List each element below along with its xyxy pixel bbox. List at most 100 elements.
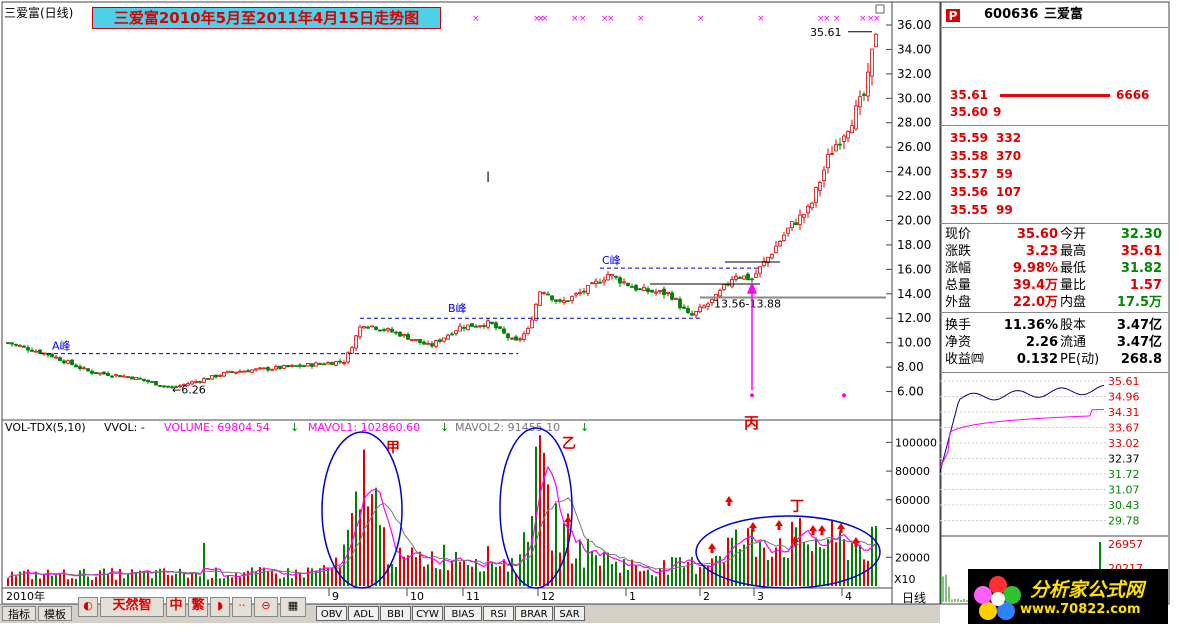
down-arrow-icon: ↓ xyxy=(290,421,299,434)
candle xyxy=(270,368,274,371)
up-arrow-icon xyxy=(708,543,716,549)
stat-label: 涨幅 xyxy=(945,261,972,276)
stat-value: 9.98% xyxy=(1012,261,1058,276)
candle xyxy=(378,329,382,332)
candle xyxy=(242,370,246,373)
stat-value: 39.4万 xyxy=(1012,278,1058,293)
link-icon[interactable]: ⊖ xyxy=(254,597,278,617)
moon-icon[interactable]: ◗ xyxy=(210,597,230,617)
peak-c-label: C峰 xyxy=(602,254,621,267)
candle xyxy=(342,362,346,364)
stat-label: 量比 xyxy=(1060,278,1087,293)
candle xyxy=(142,378,146,382)
fan-button[interactable]: 繁 xyxy=(188,597,208,617)
intraday-tick-label: 31.07 xyxy=(1108,484,1140,497)
candle xyxy=(538,291,542,306)
candle xyxy=(86,368,90,372)
tianranzhi-button[interactable]: 天然智 xyxy=(100,597,164,617)
indicator-tab-cyw[interactable]: CYW xyxy=(412,606,443,621)
candle xyxy=(570,295,574,301)
price-tick-label: 14.00 xyxy=(897,287,931,301)
indicator-tab-adl[interactable]: ADL xyxy=(348,606,379,621)
indicator-tab-obv[interactable]: OBV xyxy=(316,606,347,621)
stat-value: 22.0万 xyxy=(1012,295,1058,310)
peak-b-label: B峰 xyxy=(448,302,467,315)
indicator-tab-sar[interactable]: SAR xyxy=(554,606,585,621)
candle xyxy=(738,277,742,279)
bing-dot xyxy=(750,393,754,398)
indicator-tab-brar[interactable]: BRAR xyxy=(515,606,553,621)
candle xyxy=(38,349,42,354)
stat-label: 股本 xyxy=(1060,318,1087,333)
volume-tick-label: 80000 xyxy=(895,465,930,478)
candle xyxy=(22,345,26,348)
candle xyxy=(614,275,618,278)
zhong-button[interactable]: 中 xyxy=(166,597,186,617)
candle xyxy=(350,347,354,354)
period-label[interactable]: 日线 xyxy=(902,591,927,605)
indicator-tab-bias[interactable]: BIAS xyxy=(444,606,482,621)
price-tick-label: 26.00 xyxy=(897,140,931,154)
candle xyxy=(786,227,790,234)
down-arrow-icon: ↓ xyxy=(440,421,449,434)
candle xyxy=(626,282,630,287)
candle xyxy=(250,369,254,373)
candle xyxy=(62,360,66,364)
up-arrow-stem xyxy=(793,542,797,546)
indicator-tab-bbi[interactable]: BBI xyxy=(380,606,411,621)
candle xyxy=(394,331,398,334)
candle xyxy=(494,322,498,329)
candle xyxy=(414,339,418,341)
signal-marker-icon: × xyxy=(607,14,615,24)
candle xyxy=(298,364,302,367)
tab-indicator[interactable]: 指标 xyxy=(2,606,36,621)
keyboard-icon[interactable]: ▦ xyxy=(280,597,306,617)
candle xyxy=(478,325,482,328)
ask-price: 35.61 xyxy=(950,88,988,102)
price-tick-label: 32.00 xyxy=(897,67,931,81)
dots-icon[interactable]: ⋅⋅ xyxy=(232,597,252,617)
stat-value: 17.5万 xyxy=(1116,295,1162,310)
candle xyxy=(446,334,450,340)
candle xyxy=(246,370,250,373)
candle xyxy=(74,364,78,368)
candle xyxy=(150,381,154,383)
intraday-tick-label: 32.37 xyxy=(1108,453,1140,466)
candle xyxy=(678,298,682,309)
tool-yin-icon[interactable]: ◐ xyxy=(78,597,98,617)
indicator-tab-rsi[interactable]: RSI xyxy=(483,606,514,621)
candle xyxy=(290,364,294,367)
candle xyxy=(314,362,318,367)
stat-label: 最高 xyxy=(1060,244,1087,259)
candle xyxy=(846,131,850,139)
candle xyxy=(254,368,258,371)
up-arrow-stem xyxy=(566,522,570,526)
stat-label: PE(动) xyxy=(1060,352,1100,367)
candle xyxy=(358,326,362,338)
intraday-tick-label: 31.72 xyxy=(1108,468,1140,481)
candle xyxy=(610,274,614,277)
candle xyxy=(594,280,598,285)
candle xyxy=(50,353,54,358)
candle xyxy=(730,279,734,287)
candle xyxy=(722,284,726,291)
intraday-tick-label: 35.61 xyxy=(1108,376,1140,388)
price-tick-label: 36.00 xyxy=(897,18,931,32)
candle xyxy=(382,329,386,332)
stat-label: 净资 xyxy=(945,335,972,350)
candle xyxy=(286,364,290,368)
tab-template[interactable]: 模板 xyxy=(38,606,72,621)
up-arrow-stem xyxy=(811,531,815,535)
candle xyxy=(226,370,230,373)
stock-name: 三爱富 xyxy=(1044,7,1084,22)
volume-legend-mavol1: MAVOL1: 102860.60 xyxy=(308,421,420,434)
candle xyxy=(374,326,378,330)
book-volume: 332 xyxy=(996,131,1022,145)
candle xyxy=(362,326,366,329)
range-label: 13.56-13.88 xyxy=(714,297,781,310)
signal-marker-icon: × xyxy=(533,14,541,24)
book-volume: 107 xyxy=(996,185,1022,199)
bing-label: 丙 xyxy=(744,414,759,432)
candle xyxy=(102,371,106,375)
